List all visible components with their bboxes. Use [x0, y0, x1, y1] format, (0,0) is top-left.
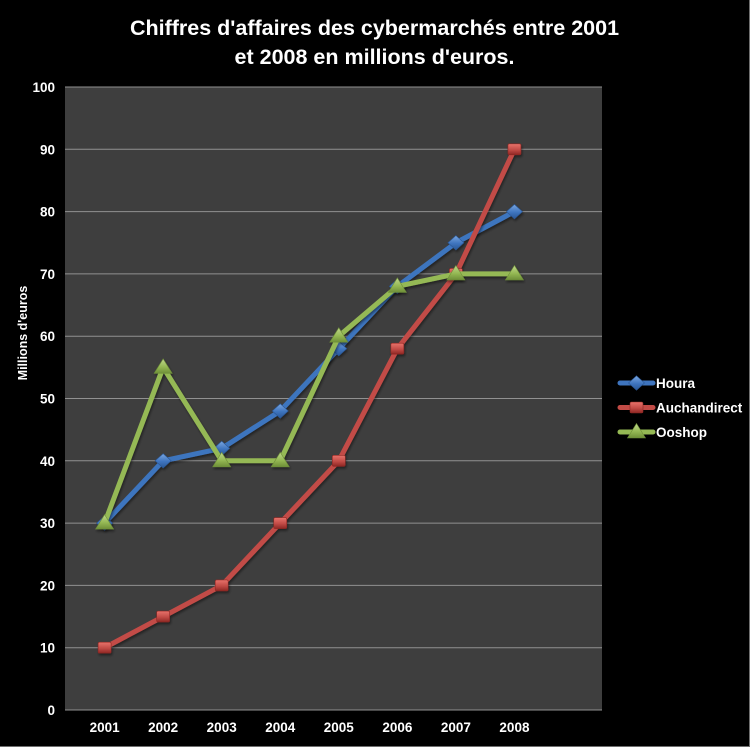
marker-houra-2002	[154, 453, 172, 469]
marker-auchandirect-2002	[156, 610, 170, 623]
legend-label-ooshop: Ooshop	[656, 425, 707, 440]
marker-houra-2008	[506, 203, 523, 220]
x-tick-label: 2007	[441, 720, 471, 735]
marker-ooshop-2001	[95, 514, 115, 530]
legend-marker-houra	[628, 375, 645, 391]
chart-title-line2: et 2008 en millions d'euros.	[234, 45, 515, 69]
y-tick-label: 80	[40, 205, 55, 220]
marker-houra-2004	[271, 403, 289, 419]
x-tick-label: 2008	[499, 720, 530, 735]
y-tick-label: 70	[40, 267, 55, 282]
marker-ooshop-2008	[504, 264, 524, 281]
y-tick-label: 20	[40, 578, 55, 593]
marker-ooshop-2007	[446, 264, 466, 281]
marker-houra-2007	[447, 235, 465, 251]
marker-ooshop-2006	[387, 277, 407, 293]
legend: Houra Auchandirect Ooshop	[617, 375, 743, 440]
y-tick-label: 60	[40, 329, 55, 344]
legend-label-houra: Houra	[656, 376, 695, 391]
y-tick-label: 50	[40, 392, 55, 407]
marker-auchandirect-2005	[331, 454, 346, 467]
y-tick-label: 10	[40, 641, 55, 656]
marker-auchandirect-2001	[97, 641, 112, 654]
x-tick-label: 2002	[148, 720, 178, 735]
y-tick-label: 90	[40, 142, 55, 157]
marker-auchandirect-2003	[214, 579, 229, 592]
x-tick-label: 2003	[207, 720, 238, 735]
series-line-auchandirect	[102, 146, 517, 651]
y-tick-label: 40	[40, 454, 55, 469]
marker-ooshop-2002	[153, 358, 173, 374]
legend-item-auchandirect: Auchandirect	[617, 400, 743, 415]
marker-ooshop-2005	[329, 327, 349, 343]
y-tick-label: 0	[47, 703, 55, 718]
x-tick-label: 2006	[382, 720, 413, 735]
marker-auchandirect-2004	[273, 517, 288, 529]
marker-ooshop-2004	[270, 451, 290, 468]
legend-item-houra: Houra	[617, 375, 695, 391]
marker-ooshop-2003	[212, 451, 232, 468]
y-tick-label: 30	[40, 516, 55, 531]
marker-auchandirect-2006	[390, 342, 405, 355]
marker-auchandirect-2008	[507, 143, 522, 156]
legend-item-ooshop: Ooshop	[617, 422, 707, 440]
series-line-houra	[102, 209, 517, 526]
y-axis-title: Millions d'euros	[16, 286, 30, 381]
chart-title: Chiffres d'affaires des cybermarchés ent…	[0, 14, 749, 72]
chart-title-line1: Chiffres d'affaires des cybermarchés ent…	[129, 16, 620, 40]
legend-marker-auchandirect	[629, 401, 644, 414]
x-tick-label: 2004	[265, 720, 296, 735]
legend-marker-ooshop	[626, 422, 647, 439]
legend-label-auchandirect: Auchandirect	[656, 400, 743, 415]
x-tick-label: 2001	[90, 720, 121, 735]
x-tick-label: 2005	[324, 720, 355, 735]
y-tick-label: 100	[32, 80, 55, 95]
series-line-ooshop	[102, 271, 517, 526]
series-ooshop	[95, 264, 524, 530]
